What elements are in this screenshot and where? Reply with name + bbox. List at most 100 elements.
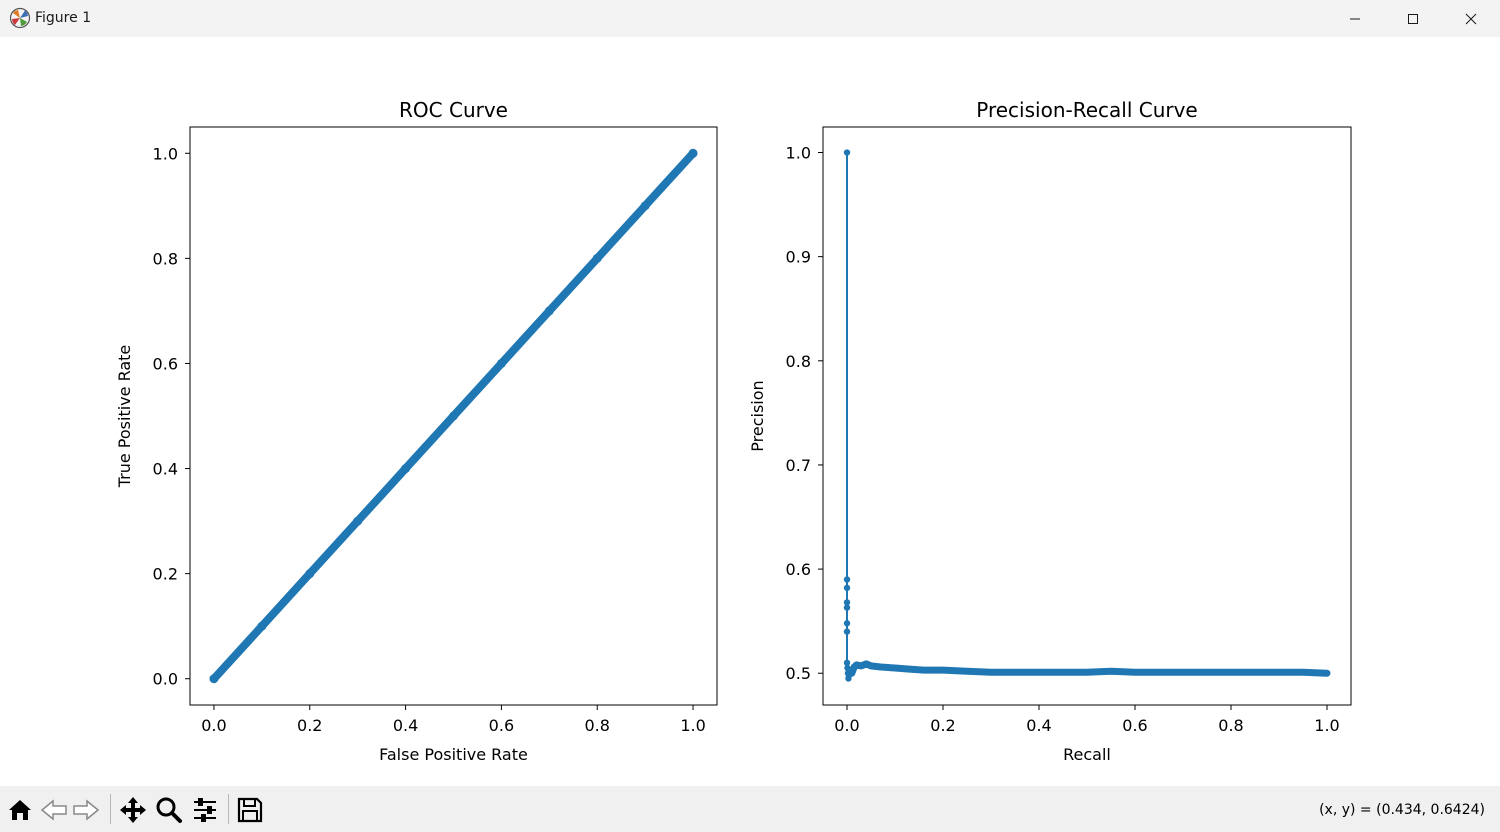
- y-tick-label: 1.0: [786, 144, 811, 163]
- x-tick-label: 0.4: [393, 716, 418, 735]
- y-tick-label: 0.6: [786, 560, 811, 579]
- data-point: [1275, 668, 1283, 676]
- data-point: [858, 662, 865, 670]
- data-point: [544, 306, 554, 316]
- y-axis-label: Precision: [748, 380, 767, 451]
- data-point: [843, 604, 851, 611]
- axes-frame: [189, 126, 718, 706]
- sliders-icon: [194, 798, 216, 822]
- x-tick-label: 0.2: [297, 716, 322, 735]
- y-tick-label: 0.4: [153, 460, 178, 479]
- forward-button[interactable]: [70, 794, 102, 826]
- x-tick-label: 0.8: [585, 716, 610, 735]
- data-point: [853, 661, 860, 669]
- x-tick-label: 0.6: [489, 716, 514, 735]
- figure-svg: ROC Curve 0.0 0.2 0.4 0.6 0.8 1.0 0.0 0.2 0.4 0.6 0…: [115, 98, 1352, 764]
- data-point: [963, 667, 971, 675]
- data-point: [1083, 668, 1091, 676]
- y-tick-label: 0.8: [153, 249, 178, 268]
- x-tick-label: 0.8: [1218, 716, 1243, 735]
- close-icon: [1465, 13, 1477, 24]
- x-axis-label: False Positive Rate: [379, 745, 528, 764]
- data-point: [843, 584, 851, 592]
- data-point: [401, 464, 411, 474]
- data-point: [496, 358, 506, 368]
- data-point: [843, 659, 851, 667]
- y-tick-label: 0.8: [786, 352, 811, 371]
- x-tick-label: 0.6: [1122, 716, 1147, 735]
- pan-button[interactable]: [117, 794, 149, 826]
- chart-title: ROC Curve: [399, 98, 508, 122]
- save-floppy-icon: [237, 797, 263, 823]
- figure-canvas[interactable]: ROC Curve 0.0 0.2 0.4 0.6 0.8 1.0 0.0 0.2 0.4 0.6 0…: [0, 37, 1500, 786]
- maximize-button[interactable]: [1384, 0, 1442, 37]
- y-tick-label: 0.2: [153, 565, 178, 584]
- data-point: [209, 674, 219, 684]
- data-point: [1179, 668, 1187, 676]
- y-tick-label: 1.0: [153, 144, 178, 163]
- axes-2: Precision-Recall Curve 0.0 0.2 0.4 0.6 0.8 1.0…: [748, 98, 1352, 764]
- chart-title: Precision-Recall Curve: [976, 98, 1197, 122]
- axes-1: ROC Curve 0.0 0.2 0.4 0.6 0.8 1.0 0.0 0.2 0.4 0.6 0…: [115, 98, 718, 764]
- data-point: [877, 663, 884, 671]
- y-axis-label: True Positive Rate: [115, 345, 134, 489]
- data-point: [987, 668, 995, 676]
- save-button[interactable]: [234, 794, 266, 826]
- data-point: [843, 576, 851, 583]
- pan-move-icon: [120, 797, 146, 823]
- data-point: [920, 666, 927, 674]
- home-icon: [9, 800, 31, 820]
- data-point: [688, 148, 698, 158]
- data-point: [640, 201, 650, 211]
- navigation-toolbar: (x, y) = (0.434, 0.6424): [0, 786, 1500, 832]
- y-tick-label: 0.7: [786, 456, 811, 475]
- x-tick-label: 0.2: [930, 716, 955, 735]
- cursor-coordinates: (x, y) = (0.434, 0.6424): [1319, 802, 1485, 818]
- data-point: [1131, 668, 1139, 676]
- forward-arrow-icon: [73, 799, 100, 821]
- axes-frame: [822, 126, 1352, 706]
- back-arrow-icon: [40, 799, 67, 821]
- data-point: [449, 411, 458, 421]
- configure-subplots-button[interactable]: [189, 794, 221, 826]
- x-tick-label: 1.0: [680, 716, 705, 735]
- data-point: [1035, 668, 1043, 676]
- window-title: Figure 1: [35, 10, 92, 26]
- zoom-button[interactable]: [153, 794, 185, 826]
- toolbar-separator: [110, 794, 111, 824]
- minimize-button[interactable]: [1326, 0, 1384, 37]
- data-point: [1227, 668, 1235, 676]
- y-tick-label: 0.6: [153, 354, 178, 373]
- matplotlib-app-icon: [9, 7, 31, 29]
- data-point: [848, 670, 855, 677]
- data-point: [305, 569, 315, 579]
- y-tick-label: 0.0: [153, 670, 178, 689]
- home-button[interactable]: [4, 794, 36, 826]
- back-button[interactable]: [38, 794, 70, 826]
- data-point: [906, 665, 913, 673]
- data-point: [1299, 668, 1307, 676]
- zoom-magnifier-icon: [156, 797, 182, 823]
- data-point: [843, 149, 851, 156]
- window-titlebar: Figure 1: [0, 0, 1500, 37]
- y-tick-label: 0.9: [786, 248, 811, 267]
- data-point: [891, 664, 899, 672]
- data-point: [843, 628, 851, 635]
- x-tick-label: 0.4: [1026, 716, 1051, 735]
- y-tick-label: 0.5: [786, 664, 811, 683]
- data-point: [939, 666, 947, 674]
- minimize-icon: [1350, 18, 1360, 19]
- data-point: [1323, 670, 1331, 677]
- close-button[interactable]: [1442, 0, 1500, 37]
- series-line: [846, 151, 1328, 680]
- x-tick-label: 0.0: [201, 716, 226, 735]
- data-point: [843, 599, 851, 606]
- x-tick-label: 0.0: [834, 716, 859, 735]
- data-point: [257, 621, 267, 631]
- data-point: [353, 516, 363, 526]
- x-axis-label: Recall: [1063, 745, 1111, 764]
- maximize-icon: [1408, 13, 1418, 24]
- x-tick-label: 1.0: [1314, 716, 1339, 735]
- data-point: [843, 620, 851, 627]
- data-point: [867, 662, 875, 670]
